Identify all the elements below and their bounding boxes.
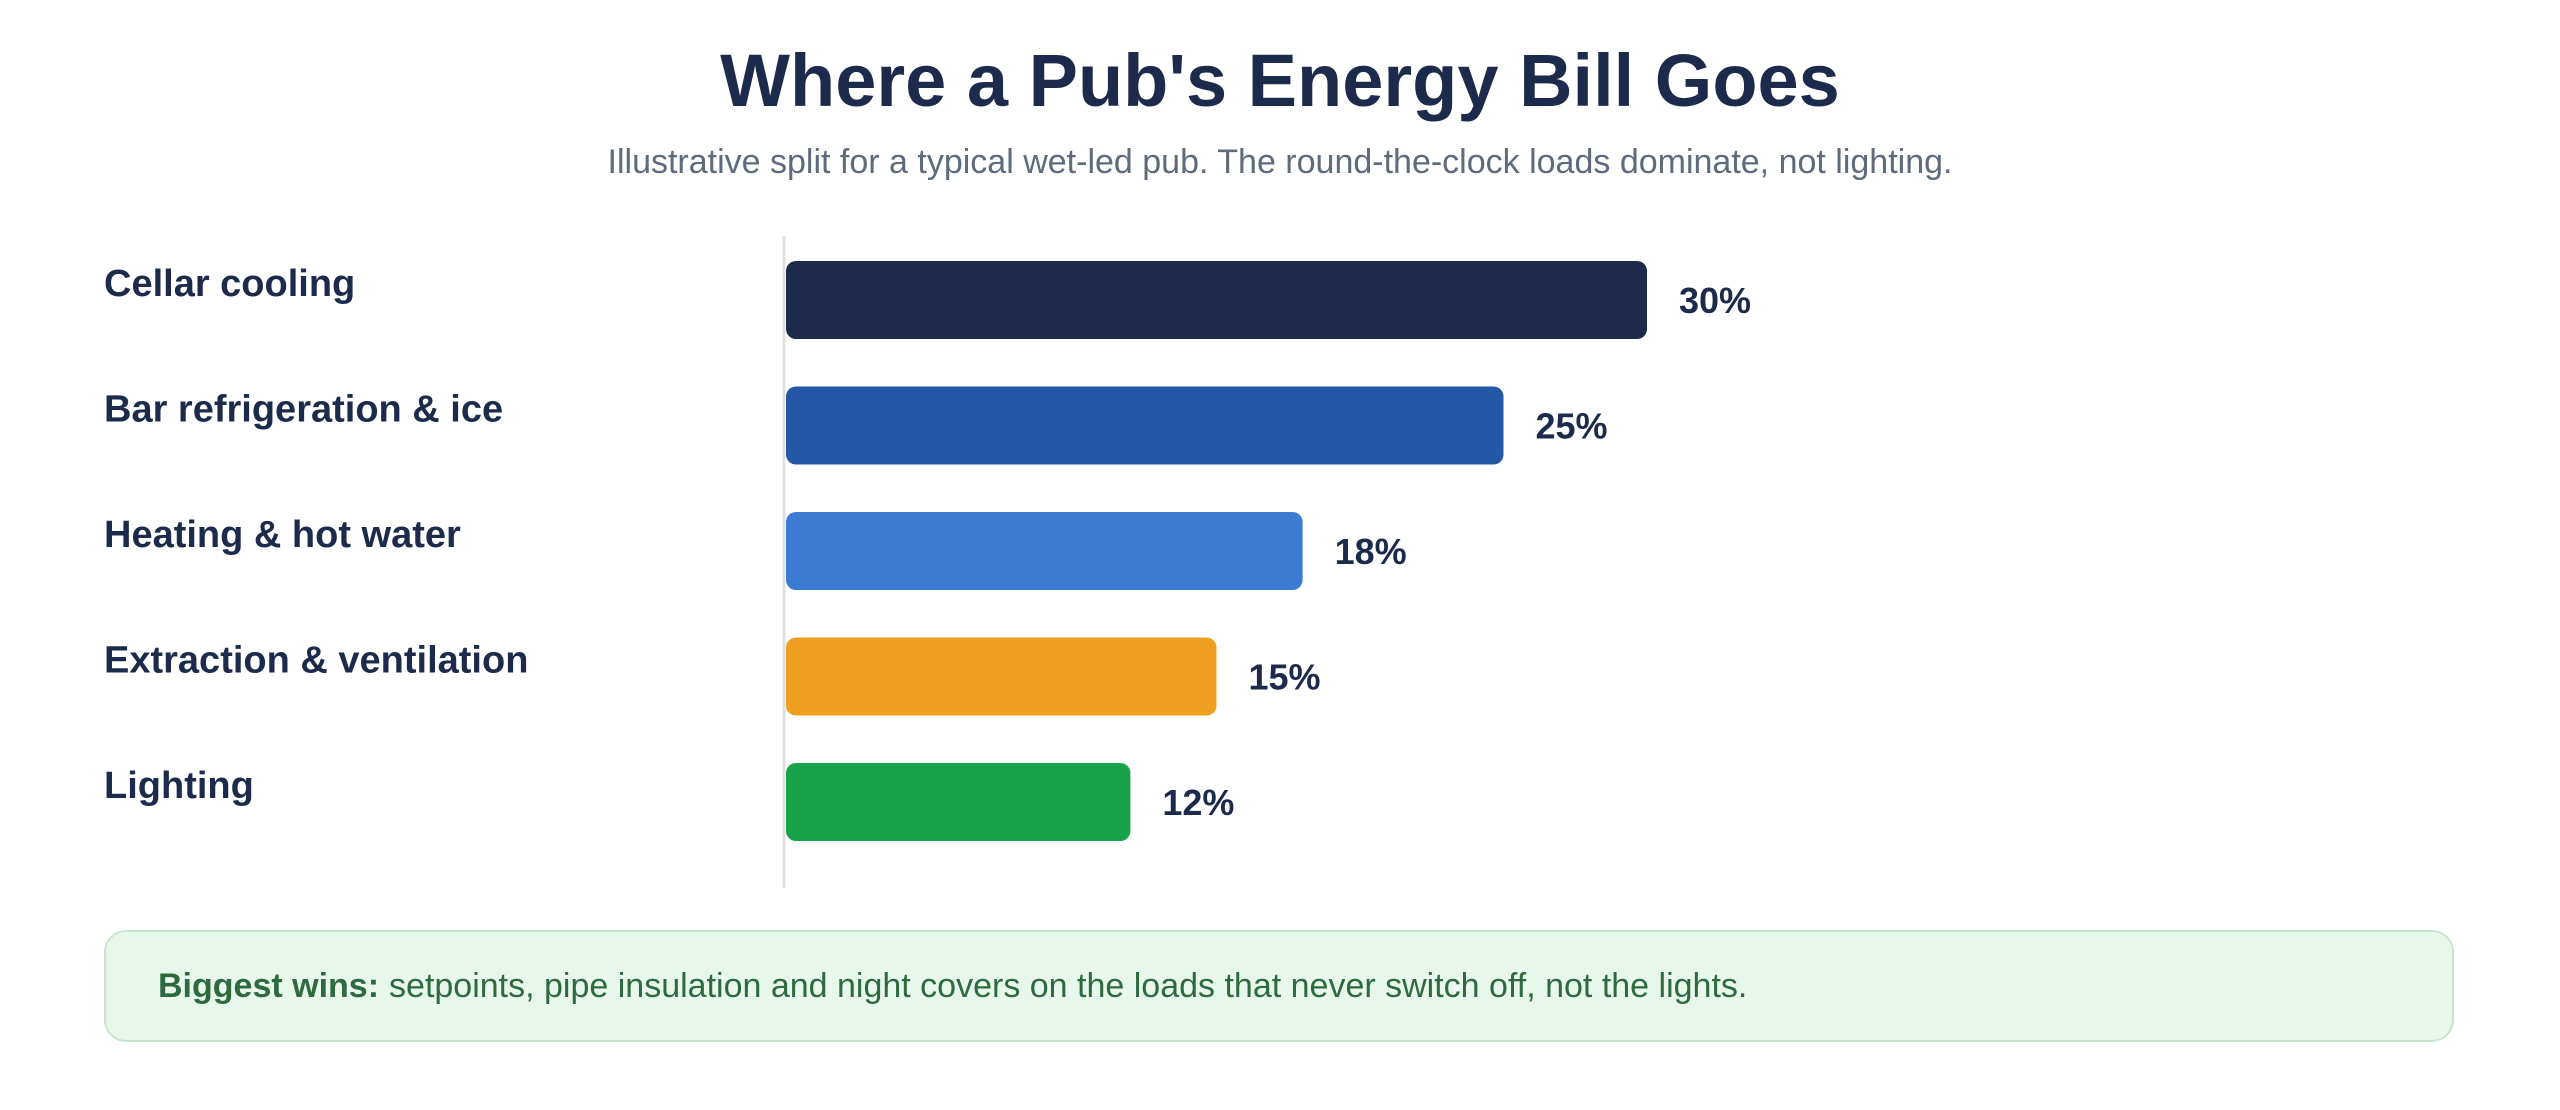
value-label: 12% [1162, 782, 1234, 823]
category-label: Bar refrigeration & ice [104, 389, 503, 431]
category-label: Cellar cooling [104, 263, 355, 305]
bar [786, 386, 1504, 465]
value-label: 15% [1249, 657, 1321, 698]
bar [786, 763, 1131, 841]
bar [786, 637, 1217, 716]
callout-text: setpoints, pipe insulation and night cov… [389, 966, 1748, 1005]
category-label: Lighting [104, 765, 254, 807]
bar [786, 512, 1303, 590]
value-label: 30% [1679, 280, 1751, 321]
callout-box: Biggest wins: setpoints, pipe insulation… [104, 930, 2454, 1042]
bar [786, 261, 1647, 339]
category-label: Heating & hot water [104, 514, 461, 556]
category-label: Extraction & ventilation [104, 640, 528, 682]
chart-subtitle: Illustrative split for a typical wet-led… [607, 143, 1953, 181]
value-label: 18% [1335, 531, 1407, 572]
bar-chart: Cellar cooling 30% Bar refrigeration & ice… [104, 236, 1751, 888]
chart-title: Where a Pub's Energy Bill Goes [720, 39, 1840, 122]
value-label: 25% [1536, 406, 1608, 447]
callout-lead: Biggest wins: [158, 966, 380, 1005]
